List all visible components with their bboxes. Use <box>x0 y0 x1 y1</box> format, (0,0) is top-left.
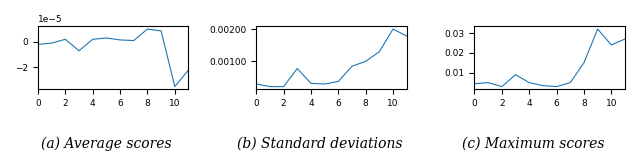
Text: (b) Standard deviations: (b) Standard deviations <box>237 137 403 151</box>
Text: (a) Average scores: (a) Average scores <box>42 137 172 151</box>
Text: (c) Maximum scores: (c) Maximum scores <box>462 137 605 151</box>
